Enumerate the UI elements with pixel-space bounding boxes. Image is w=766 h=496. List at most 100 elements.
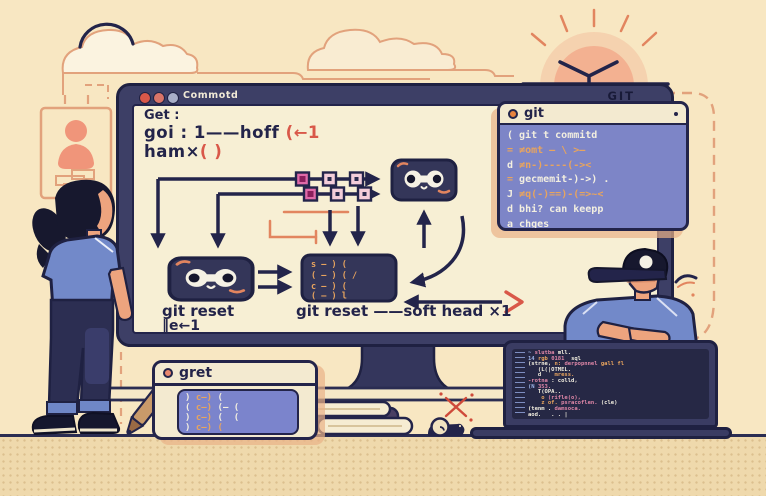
code-segment: ≠omt — \ >— bbox=[519, 144, 586, 156]
commit-list-line: c — ) ( bbox=[311, 282, 347, 292]
commit-list-line: ( — ) l bbox=[311, 292, 347, 302]
orange-bracket-decoration bbox=[268, 210, 350, 245]
code-line: (L(|OTMEL. bbox=[528, 367, 706, 374]
code-segment: psracoflen. bbox=[561, 400, 601, 407]
gret-window: gret ) c—) (( c—) (— () c—) ( () c—) ( bbox=[152, 360, 318, 440]
code-segment: derpopnnel bbox=[564, 361, 601, 368]
book-stack bbox=[296, 400, 414, 436]
code-segment: ( git t commitd bbox=[507, 130, 598, 141]
monitor-screen: Get : goi : 1——hoff (←1 ham×( ) bbox=[132, 104, 659, 334]
code-line: a chges bbox=[507, 218, 679, 230]
code-segment: -rotna bbox=[528, 377, 552, 384]
code-line: d bhi? can keepp bbox=[507, 203, 679, 218]
octocat-box-left bbox=[167, 256, 255, 302]
laptop-code-editor: ~ slutba mll. 14 rgb 0181 sql (strne, n: d… bbox=[512, 349, 709, 419]
code-segment: T(OPA.. bbox=[528, 389, 562, 396]
code-segment: n: bbox=[554, 361, 565, 368]
code-line: ( git t commitd bbox=[507, 129, 679, 144]
code-segment: d bbox=[507, 203, 520, 215]
code-segment: mress. bbox=[554, 372, 575, 379]
code-segment: (rifle(o), bbox=[547, 394, 581, 401]
gret-code: ) c—) (( c—) (— () c—) ( () c—) ( bbox=[177, 389, 299, 435]
code-segment: (N bbox=[528, 383, 538, 390]
man-figure bbox=[563, 248, 699, 348]
code-segment: c—) ( bbox=[195, 423, 223, 433]
code-line: J ≠q(-)==)-(=>~< bbox=[507, 188, 679, 203]
swoosh-icon bbox=[674, 274, 698, 297]
command-text: goi : 1——hoff bbox=[144, 122, 286, 142]
shoe-right bbox=[77, 411, 121, 434]
window-dot-gray-icon bbox=[167, 92, 179, 104]
code-line: = gecmemit-)->) . bbox=[507, 173, 679, 188]
code-line: (strne, n: derpopnnel gall fl bbox=[528, 361, 706, 368]
code-line: ) c—) ( bbox=[185, 423, 291, 433]
code-segment: ( bbox=[217, 393, 223, 403]
code-segment: d bbox=[528, 372, 555, 379]
code-segment: J bbox=[507, 189, 520, 201]
octocat-box-top bbox=[390, 158, 458, 202]
code-segment: (— ( bbox=[217, 403, 240, 413]
code-segment: 0181 bbox=[551, 355, 572, 362]
code-line: (tenm . damsoca. bbox=[528, 405, 706, 413]
code-line: z of. psracoflen. (cle) bbox=[528, 401, 706, 407]
commit-list-line: ( — ) ( / bbox=[311, 271, 357, 281]
code-line: aod. . . | bbox=[528, 411, 706, 419]
code-segment: c—) bbox=[195, 403, 218, 413]
code-line: -rotna : colld, bbox=[528, 377, 706, 385]
git-flow-diagram: s — ) ( ( — ) ( / c — ) ( ( — ) l bbox=[150, 158, 524, 314]
code-segment: 14 bbox=[528, 355, 538, 362]
code-segment: sql bbox=[571, 355, 581, 362]
code-segment: ( bbox=[185, 403, 196, 413]
code-line: T(OPA.. bbox=[528, 389, 706, 396]
code-line: ) c—) ( ( bbox=[185, 413, 291, 423]
code-segment: c—) bbox=[195, 393, 218, 403]
right-arm bbox=[107, 266, 134, 322]
git-panel-code: ( git t commitd = ≠omt — \ >— d ≠n-)----(-… bbox=[500, 125, 686, 230]
laptop-screen: ~ slutba mll. 14 rgb 0181 sql (strne, n: d… bbox=[503, 340, 718, 428]
code-line: ( c—) (— ( bbox=[185, 403, 291, 413]
face bbox=[97, 190, 113, 234]
code-segment: 353. bbox=[537, 383, 552, 390]
label-git-reset-soft: git reset ——soft head ×1 bbox=[296, 302, 512, 320]
window-dot-orange-icon bbox=[153, 92, 165, 104]
code-line: 14 rgb 0181 sql bbox=[528, 355, 706, 363]
code-segment: ~ bbox=[528, 350, 535, 356]
cuff-left bbox=[46, 401, 78, 415]
screen-header-text: Get : goi : 1——hoff (←1 ham×( ) bbox=[144, 108, 320, 162]
woman-figure bbox=[31, 179, 134, 436]
code-line: o (rifle(o), bbox=[528, 394, 706, 402]
code-segment: ≠q(-)==)-(=>~< bbox=[519, 189, 604, 201]
line-number-gutter bbox=[515, 352, 525, 416]
code-segment: o bbox=[528, 394, 548, 401]
code-segment: c—) bbox=[195, 413, 218, 423]
code-segment: = bbox=[507, 174, 520, 186]
git-panel-title: git bbox=[524, 106, 544, 121]
code-segment: a bbox=[507, 218, 520, 230]
screen-command-line-2: ham×( ) bbox=[144, 141, 320, 162]
code-segment: aod. . . | bbox=[528, 411, 568, 418]
commit-list-box: s — ) ( ( — ) ( / c — ) ( ( — ) l bbox=[300, 253, 398, 303]
commit-list-line: s — ) ( bbox=[311, 260, 347, 270]
monitor-brand-label: GIT bbox=[607, 89, 635, 103]
command-text-2: ham× bbox=[144, 141, 200, 161]
code-line: d mress. bbox=[528, 373, 706, 379]
commit-nodes bbox=[294, 171, 373, 202]
code-segment: gall fl bbox=[600, 361, 625, 368]
dashed-frame-right bbox=[648, 91, 716, 342]
window-dot-red-icon bbox=[139, 92, 151, 104]
laptop-code: ~ slutba mll. 14 rgb 0181 sql (strne, n: d… bbox=[528, 350, 706, 419]
gret-titlebar: gret bbox=[155, 363, 315, 386]
code-segment: damsoca. bbox=[554, 405, 582, 412]
code-segment: ≠n-)----(->< bbox=[519, 159, 592, 171]
code-segment: z of. bbox=[528, 400, 562, 407]
code-segment: ) bbox=[185, 393, 196, 403]
code-line: (N 353. bbox=[528, 383, 706, 391]
id-card bbox=[39, 95, 113, 200]
code-line: = ≠omt — \ >— bbox=[507, 144, 679, 159]
red-chevron-icon bbox=[504, 290, 524, 314]
code-segment: : colld, bbox=[551, 377, 578, 384]
sparkle-icon bbox=[439, 392, 474, 422]
code-segment: ) bbox=[185, 423, 196, 433]
screen-command-line: goi : 1——hoff (←1 bbox=[144, 122, 320, 143]
